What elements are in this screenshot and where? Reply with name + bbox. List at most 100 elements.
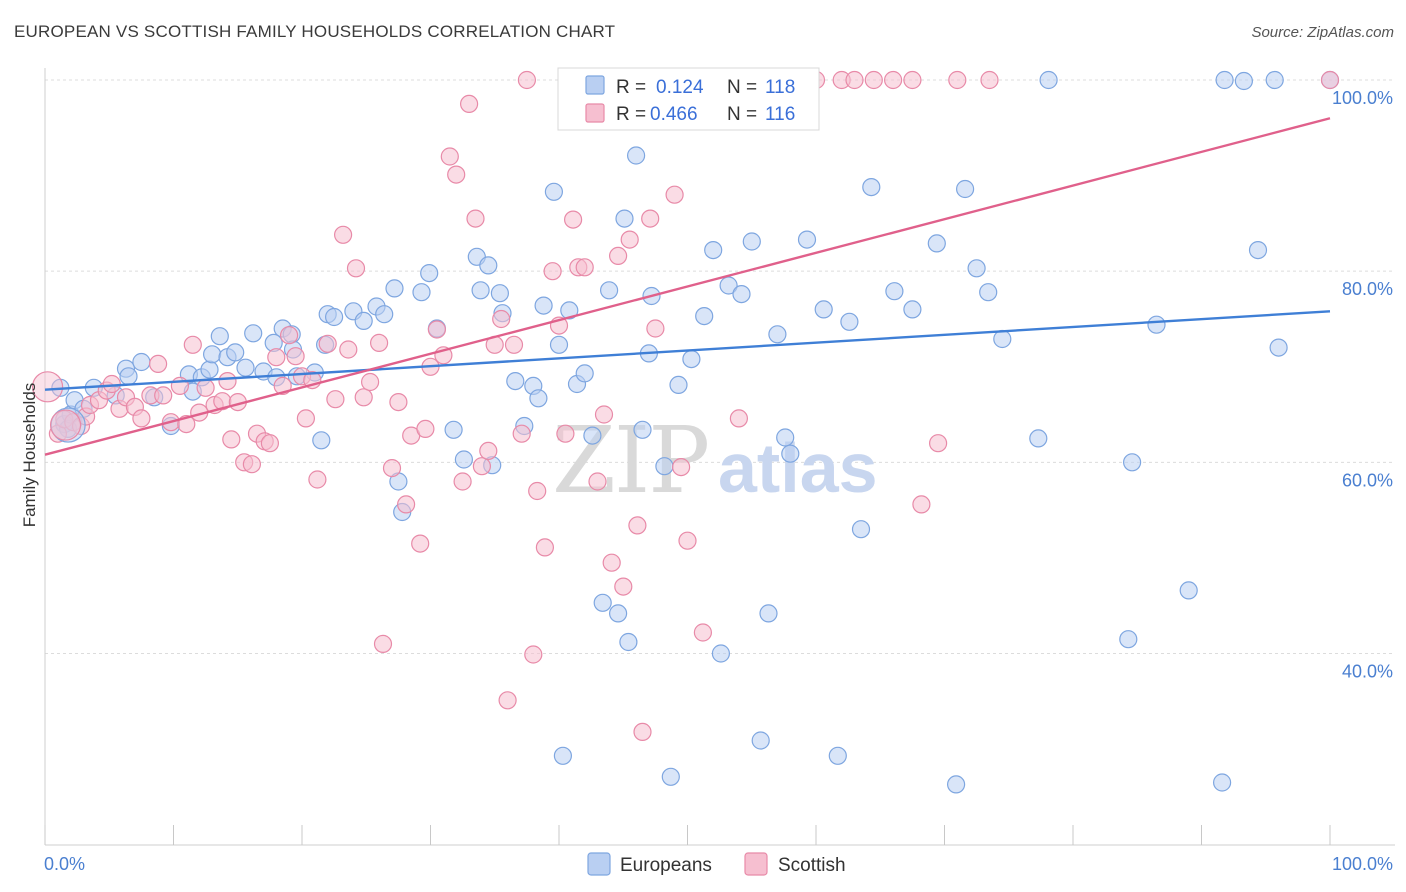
point-europeans-75: [655, 457, 674, 476]
y-tick-label-2: 80.0%: [1342, 279, 1393, 299]
point-scottish-60: [453, 472, 472, 491]
point-europeans-96: [862, 178, 881, 197]
trend-line-scottish: [44, 117, 1331, 456]
point-scottish-88: [633, 722, 652, 742]
point-europeans-104: [993, 329, 1012, 349]
point-europeans-101: [955, 179, 975, 199]
point-europeans-49: [479, 256, 498, 275]
point-europeans-67: [599, 281, 619, 300]
x-tick-label-0: 0.0%: [44, 854, 85, 874]
point-scottish-83: [602, 553, 621, 572]
chart-title: EUROPEAN VS SCOTTISH FAMILY HOUSEHOLDS C…: [14, 22, 616, 41]
point-europeans-109: [1147, 315, 1166, 334]
point-europeans-45: [444, 420, 463, 439]
legend-r-label-2: R =: [616, 104, 646, 125]
point-europeans-92: [814, 300, 833, 319]
point-europeans-38: [375, 305, 394, 324]
legend-swatch-scottish: [585, 103, 605, 123]
y-tick-label-1: 60.0%: [1342, 470, 1393, 490]
y-tick-label-3: 100.0%: [1332, 88, 1393, 108]
watermark: ZIP atlas: [552, 407, 878, 514]
point-scottish-35: [286, 347, 305, 366]
point-scottish-112: [928, 434, 948, 453]
point-europeans-36: [354, 311, 373, 330]
point-scottish-73: [535, 538, 555, 557]
point-europeans-87: [768, 325, 787, 344]
point-europeans-79: [695, 307, 714, 326]
point-scottish-84: [608, 246, 628, 265]
point-europeans-111: [1212, 773, 1232, 792]
point-scottish-44: [346, 259, 366, 278]
point-europeans-65: [593, 593, 612, 612]
axes: [44, 68, 1395, 846]
point-europeans-108: [1122, 453, 1142, 472]
point-scottish-61: [460, 94, 479, 114]
point-scottish-43: [339, 340, 358, 359]
x-tick-label-1: 100.0%: [1332, 854, 1393, 874]
trend-line-europeans: [44, 310, 1331, 391]
point-scottish-72: [528, 481, 547, 501]
data-points: [31, 70, 1340, 794]
source-label: Source: ZipAtlas.com: [1251, 24, 1394, 41]
point-scottish-37: [296, 409, 315, 428]
point-europeans-58: [544, 182, 564, 201]
point-scottish-53: [411, 534, 430, 553]
point-europeans-113: [1234, 71, 1254, 91]
point-europeans-20: [226, 343, 245, 362]
point-europeans-85: [751, 731, 770, 750]
x-tick-labels: 0.0% 100.0%: [44, 854, 1393, 874]
point-scottish-58: [440, 147, 459, 166]
point-scottish-63: [472, 457, 491, 476]
legend-r-label-1: R =: [616, 77, 646, 98]
point-scottish-14: [149, 354, 168, 373]
point-europeans-97: [885, 282, 904, 301]
point-europeans-86: [759, 604, 778, 623]
point-scottish-81: [588, 472, 607, 491]
point-scottish-31: [260, 434, 279, 453]
series-legend: Europeans Scottish: [587, 852, 846, 876]
point-scottish-28: [242, 455, 261, 474]
point-europeans-95: [851, 520, 871, 539]
point-europeans-69: [615, 209, 634, 228]
point-scottish-56: [427, 320, 446, 339]
point-europeans-71: [626, 146, 646, 165]
point-europeans-91: [797, 230, 817, 249]
point-europeans-78: [682, 350, 701, 369]
point-scottish-94: [678, 531, 697, 550]
point-scottish-68: [504, 335, 524, 354]
point-europeans-115: [1265, 70, 1284, 90]
point-europeans-106: [1039, 70, 1058, 90]
point-europeans-64: [583, 426, 602, 445]
point-europeans-110: [1179, 581, 1198, 600]
point-scottish-66: [492, 309, 511, 329]
point-scottish-34: [280, 326, 299, 345]
cluster-scottish-edge: [31, 371, 64, 403]
point-europeans-31: [312, 431, 331, 450]
point-scottish-51: [397, 495, 416, 514]
series-legend-swatch-scottish: [744, 852, 768, 876]
point-scottish-89: [641, 209, 660, 228]
point-scottish-25: [222, 430, 241, 449]
point-scottish-32: [267, 348, 286, 367]
point-europeans-99: [927, 234, 946, 253]
point-scottish-8: [102, 374, 121, 394]
point-europeans-103: [979, 283, 998, 302]
point-europeans-88: [776, 428, 795, 447]
point-scottish-67: [498, 691, 517, 710]
series-legend-scottish: Scottish: [778, 855, 846, 876]
point-europeans-84: [742, 232, 761, 251]
legend-r-value-scottish: 0.466: [650, 104, 698, 125]
point-scottish-115: [1320, 70, 1340, 90]
point-scottish-109: [883, 70, 903, 90]
point-scottish-40: [318, 334, 337, 353]
point-europeans-63: [575, 364, 594, 383]
series-legend-europeans: Europeans: [620, 855, 712, 876]
point-europeans-83: [732, 285, 751, 304]
point-scottish-85: [614, 577, 633, 596]
point-scottish-96: [693, 623, 713, 642]
point-europeans-77: [669, 375, 688, 394]
point-scottish-87: [628, 516, 647, 535]
point-europeans-39: [385, 279, 404, 298]
point-europeans-59: [549, 335, 569, 354]
point-scottish-74: [543, 262, 562, 281]
